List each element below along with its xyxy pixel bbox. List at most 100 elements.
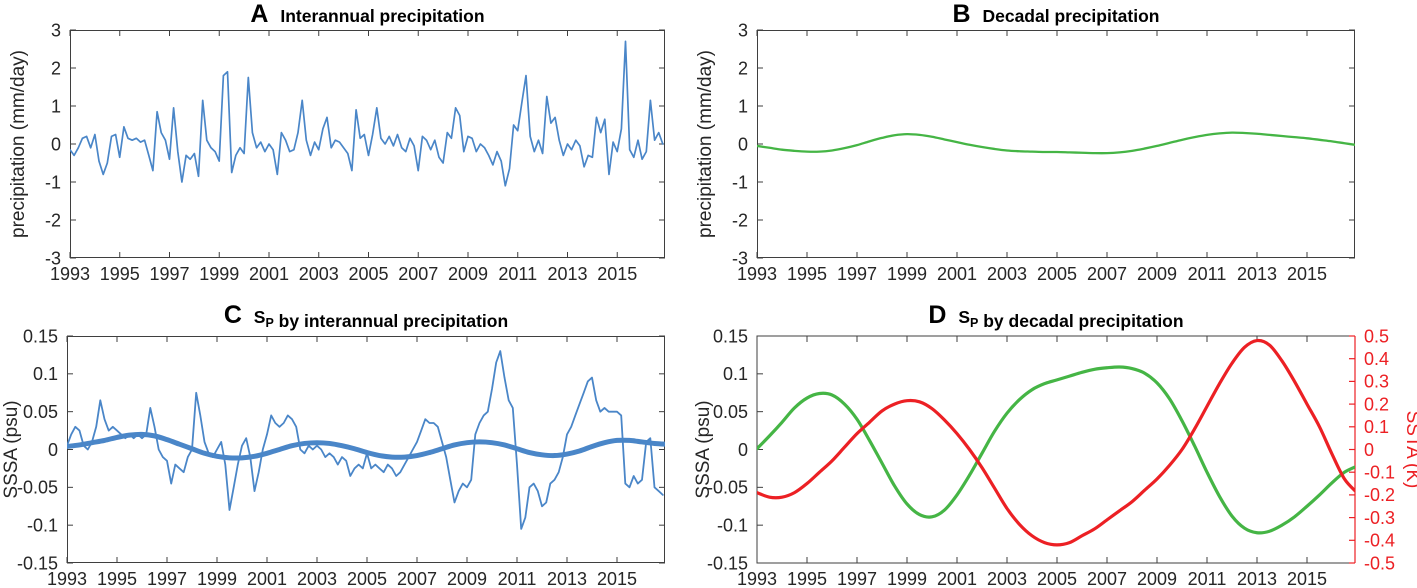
x-tick-label: 2013 [547, 264, 587, 284]
x-tick-label: 2007 [1087, 264, 1127, 284]
x-tick-label: 2011 [498, 569, 537, 588]
x-tick-label: 2013 [1237, 569, 1277, 588]
series-left [67, 350, 664, 530]
x-tick-label: 1999 [199, 264, 239, 284]
y-tick-label: -0.1 [27, 515, 58, 535]
y-tick-label: 0 [51, 134, 61, 154]
x-tick-label: 2011 [1188, 569, 1227, 588]
right-y-tick-label: -0.1 [1364, 463, 1395, 483]
x-tick-label: 1993 [737, 569, 777, 588]
panel-d-sp-decadal: 1993 1995 1997 1999 2001 2003 2005 2007 2009 2011… [693, 301, 1417, 588]
x-tick-label: 1993 [50, 264, 90, 284]
panel-title: C SP by interannual precipitation [224, 301, 508, 331]
series-right [757, 338, 1355, 547]
right-y-tick-label: -0.5 [1364, 553, 1395, 573]
x-tick-label: 2015 [597, 569, 637, 588]
series-line [67, 431, 665, 461]
x-tick-label: 2001 [937, 264, 977, 284]
y-tick-label: 3 [738, 20, 748, 40]
axes-box [70, 30, 665, 258]
right-y-tick-label: 0.4 [1364, 349, 1389, 369]
x-tick-label: 2001 [937, 569, 977, 588]
x-tick-label: 1999 [887, 264, 927, 284]
x-tick-label: 2015 [1287, 569, 1327, 588]
y-tick-label: 0.15 [713, 326, 748, 346]
x-tick-label: 1995 [97, 569, 137, 588]
y-tick-label: 2 [738, 58, 748, 78]
panel-title: D SP by decadal precipitation [928, 301, 1183, 331]
y-axis-label: SSSA (psu) [693, 400, 714, 498]
x-tick-label: 1995 [787, 264, 827, 284]
right-y-tick-label: 0.2 [1364, 394, 1389, 414]
y-tick-label: 0 [48, 440, 58, 460]
x-tick-label: 2011 [1188, 264, 1227, 284]
y-tick-label: 1 [738, 96, 748, 116]
series-line [757, 131, 1355, 155]
series-left [67, 431, 665, 461]
x-tick-label: 2009 [1137, 264, 1177, 284]
x-tick-label: 2015 [1287, 264, 1327, 284]
y-tick-label: -1 [732, 172, 748, 192]
y-axis-label: precipitation (mm/day) [695, 50, 716, 238]
axes-box [757, 30, 1355, 258]
y-tick-label: 0.15 [23, 326, 58, 346]
series-line [67, 350, 664, 530]
panel-title: B Decadal precipitation [953, 0, 1160, 28]
axes-box [67, 336, 665, 563]
series-left [70, 40, 664, 187]
panel-letter: A [250, 0, 268, 28]
series-left [757, 131, 1355, 155]
series-line [757, 365, 1355, 535]
y-tick-label: 0 [738, 134, 748, 154]
right-y-axis-label: SSTA (K) [1402, 411, 1417, 489]
series-line [757, 338, 1355, 547]
x-tick-label: 2003 [299, 264, 339, 284]
y-tick-label: -2 [45, 210, 61, 230]
x-tick-label: 2015 [597, 264, 637, 284]
y-tick-label: 2 [51, 58, 61, 78]
right-y-tick-label: 0.3 [1364, 372, 1389, 392]
x-tick-label: 2005 [1037, 569, 1077, 588]
panel-b-decadal-precipitation: 1993 1995 1997 1999 2001 2003 2005 2007 2009 2011… [695, 0, 1355, 284]
panel-letter: B [953, 0, 971, 28]
y-tick-label: -0.1 [717, 515, 748, 535]
panel-letter: D [928, 301, 946, 329]
y-tick-label: -0.05 [17, 478, 58, 498]
x-tick-label: 2011 [498, 264, 537, 284]
panel-title: A Interannual precipitation [250, 0, 484, 28]
panel-D-canvas: 1993 1995 1997 1999 2001 2003 2005 2007 2009 2011… [693, 301, 1417, 588]
x-tick-label: 2007 [397, 569, 437, 588]
y-tick-label: -0.15 [17, 553, 58, 573]
x-tick-label: 2001 [247, 569, 287, 588]
y-tick-label: 0.05 [23, 402, 58, 422]
panel-B-canvas: 1993 1995 1997 1999 2001 2003 2005 2007 2009 2011… [695, 0, 1355, 284]
panel-C-canvas: 1993 1995 1997 1999 2001 2003 2005 2007 2009 2011… [1, 301, 665, 588]
panel-a-interannual-precipitation: 1993 1995 1997 1999 2001 2003 2005 2007 2009 2011… [8, 0, 665, 284]
x-tick-label: 2013 [547, 569, 587, 588]
right-y-tick-label: 0.5 [1364, 326, 1389, 346]
x-tick-label: 2003 [987, 569, 1027, 588]
x-tick-label: 1999 [887, 569, 927, 588]
x-tick-label: 1997 [147, 569, 187, 588]
x-tick-label: 2001 [249, 264, 289, 284]
y-tick-label: 0 [738, 440, 748, 460]
panel-c-sp-interannual: 1993 1995 1997 1999 2001 2003 2005 2007 2009 2011… [1, 301, 665, 588]
y-tick-label: -2 [732, 210, 748, 230]
y-tick-label: 1 [51, 96, 61, 116]
panel-letter: C [224, 301, 242, 329]
right-y-tick-label: -0.2 [1364, 485, 1395, 505]
x-tick-label: 2003 [987, 264, 1027, 284]
x-tick-label: 2013 [1237, 264, 1277, 284]
x-tick-label: 2007 [398, 264, 438, 284]
right-y-tick-label: -0.3 [1364, 508, 1395, 528]
series-line [70, 40, 664, 187]
panel-A-canvas: 1993 1995 1997 1999 2001 2003 2005 2007 2009 2011… [8, 0, 665, 284]
y-tick-label: -3 [45, 248, 61, 268]
right-y-tick-label: -0.4 [1364, 531, 1395, 551]
y-tick-label: -0.15 [707, 553, 748, 573]
y-tick-label: 0.05 [713, 402, 748, 422]
x-tick-label: 1997 [837, 264, 877, 284]
y-tick-label: -1 [45, 172, 61, 192]
y-tick-label: 0.1 [723, 364, 748, 384]
